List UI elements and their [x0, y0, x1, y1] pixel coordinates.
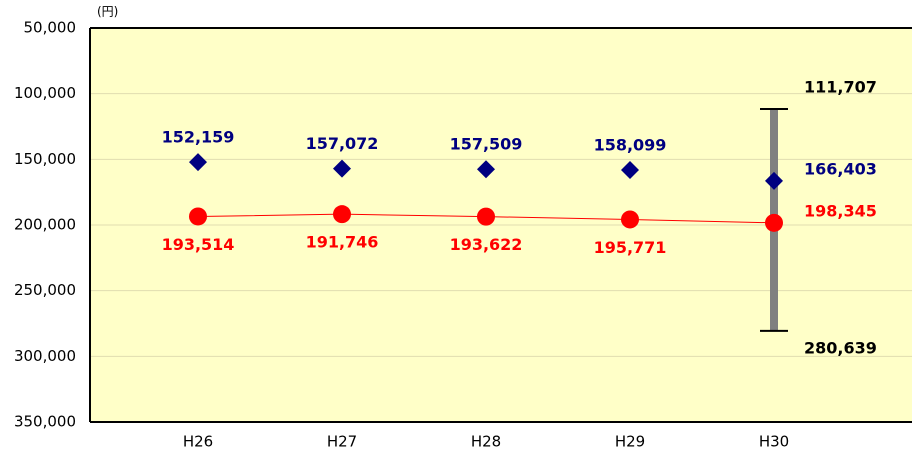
marker	[621, 160, 639, 179]
data-label: 195,771	[594, 238, 667, 257]
x-tick-label: H28	[471, 433, 501, 451]
marker	[477, 207, 495, 226]
data-label: 152,159	[162, 128, 235, 147]
y-tick-label: 100,000	[14, 84, 76, 102]
data-label: 157,072	[306, 134, 379, 153]
marker	[189, 207, 207, 226]
y-tick-label: 50,000	[24, 19, 77, 37]
data-label: 158,099	[594, 135, 667, 154]
unit-label: (円)	[97, 5, 118, 19]
y-tick-label: 200,000	[14, 216, 76, 234]
x-tick-label: H30	[759, 433, 789, 451]
data-label: 193,514	[162, 235, 235, 254]
x-tick-label: H27	[327, 433, 357, 451]
y-tick-label: 350,000	[14, 413, 76, 431]
marker	[765, 171, 783, 190]
data-label: 157,509	[450, 135, 523, 154]
data-label: 198,345	[804, 201, 877, 220]
x-tick-label: H29	[615, 433, 645, 451]
y-tick-label: 250,000	[14, 281, 76, 299]
marker	[333, 205, 351, 224]
marker	[333, 159, 351, 178]
marker	[621, 210, 639, 229]
data-label: 166,403	[804, 159, 877, 178]
y-tick-label: 300,000	[14, 347, 76, 365]
x-tick-label: H26	[183, 433, 213, 451]
marker	[765, 213, 783, 232]
range-label: 280,639	[804, 338, 877, 357]
y-tick-label: 150,000	[14, 150, 76, 168]
marker	[189, 153, 207, 172]
marker	[477, 160, 495, 179]
data-label: 191,746	[306, 233, 379, 252]
data-label: 193,622	[450, 235, 523, 254]
range-label: 111,707	[804, 78, 877, 97]
